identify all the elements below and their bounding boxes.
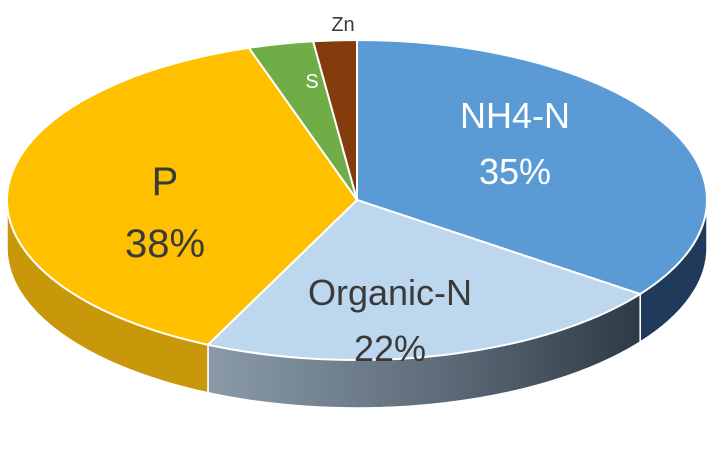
pie-slices xyxy=(6,38,708,361)
slice-value-organic-n: 22% xyxy=(354,328,426,369)
slice-label-nh4-n: NH4-N xyxy=(460,95,570,136)
slice-label-zn: Zn xyxy=(331,14,354,36)
pie-slice-p xyxy=(6,46,359,346)
pie-slice-nh4-n xyxy=(356,38,708,296)
pie-slice-zn xyxy=(311,38,358,201)
slice-label-p: P xyxy=(152,160,179,204)
slice-label-s: S xyxy=(305,71,318,93)
slice-value-nh4-n: 35% xyxy=(479,151,551,192)
slice-label-organic-n: Organic-N xyxy=(308,272,472,313)
slice-value-p: 38% xyxy=(125,222,205,266)
pie-labels: NH4-N 35% Organic-N 22% P 38% S Zn xyxy=(125,14,570,369)
